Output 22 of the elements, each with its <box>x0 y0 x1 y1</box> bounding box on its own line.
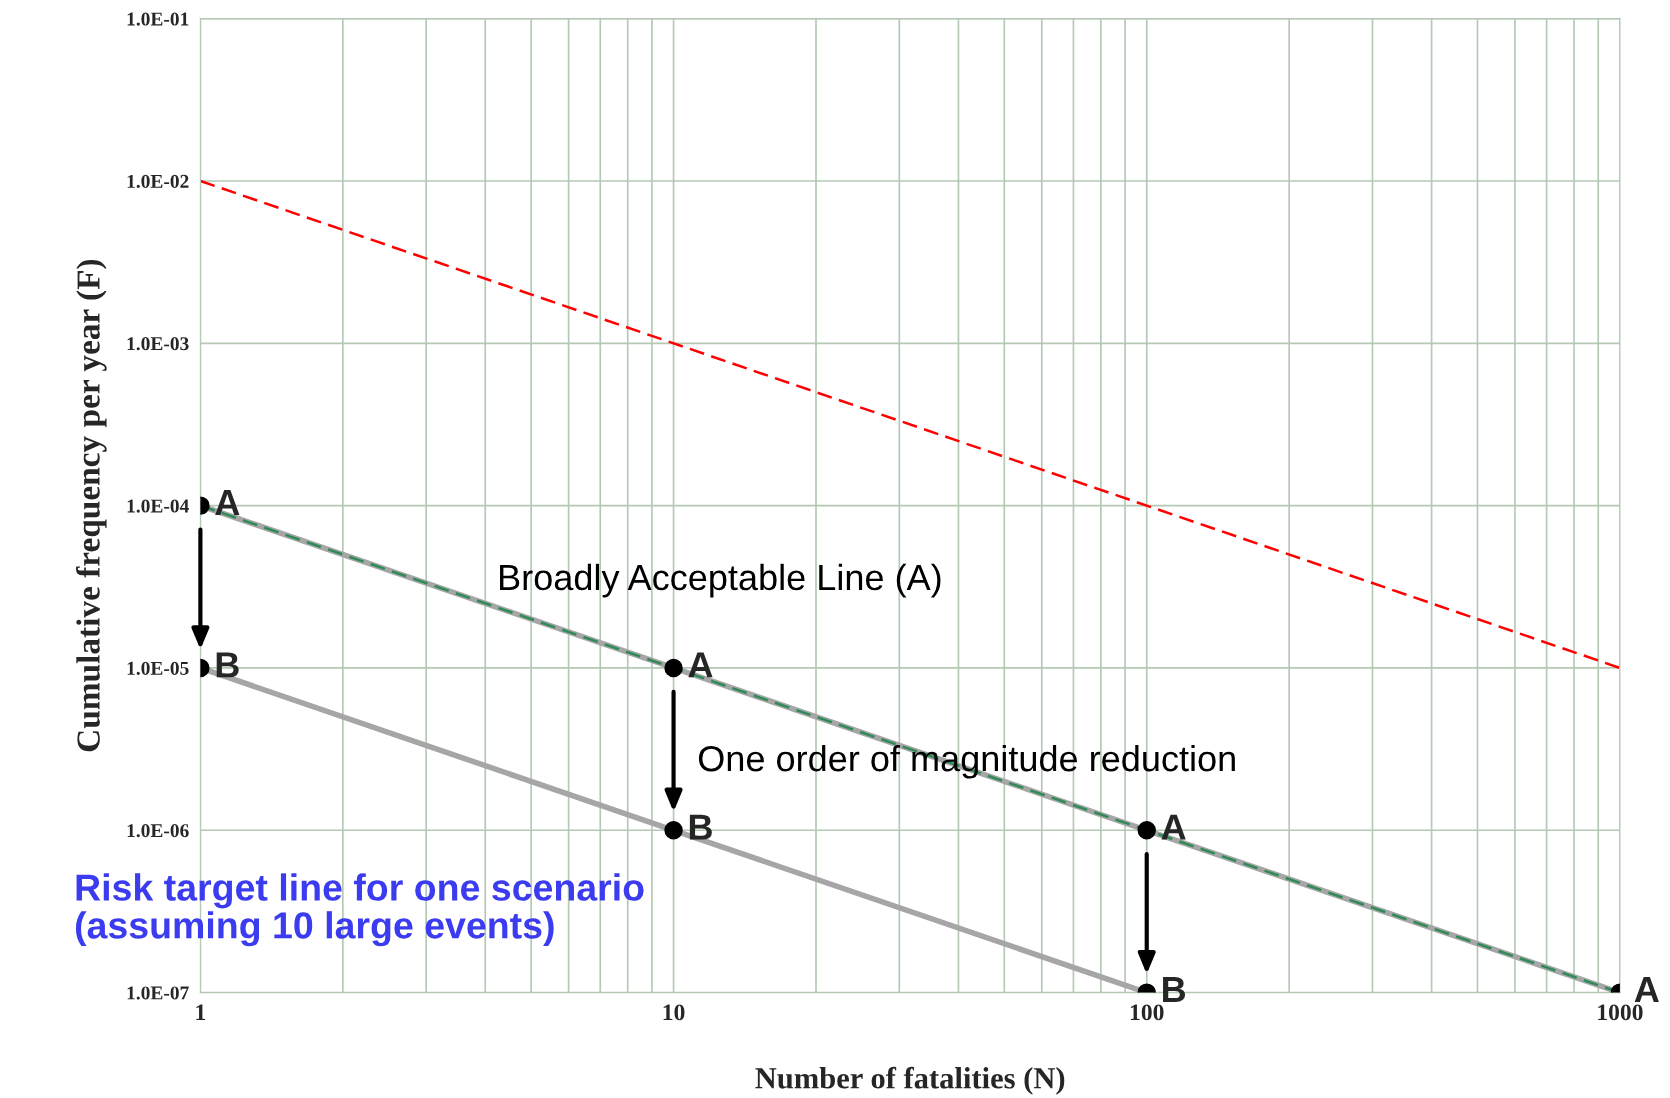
x-axis-title: Number of fatalities (N) <box>755 1066 1065 1095</box>
annotation: B <box>1163 977 1186 1002</box>
x-tick-label: 1000 <box>1598 1004 1643 1021</box>
y-tick-label: 1.0E-03 <box>127 337 189 351</box>
annotation: Broadly Acceptable Line (A) <box>500 563 941 598</box>
y-tick-label: 1.0E-02 <box>127 174 189 189</box>
y-axis-title: Cumulative frequency per year (F) <box>75 259 107 752</box>
annotation: Risk target line for one scenario (assuming 10 large events) <box>75 873 644 947</box>
y-tick-label: 1.0E-05 <box>127 661 189 675</box>
y-tick-label: 1.0E-06 <box>127 824 189 838</box>
y-tick-label: 1.0E-01 <box>127 12 189 26</box>
annotation: B <box>216 652 239 678</box>
y-tick-label: 1.0E-04 <box>127 499 189 513</box>
annotation: B <box>689 814 712 840</box>
x-tick-label: 10 <box>663 1004 685 1021</box>
annotation: A <box>1161 814 1186 840</box>
annotation: A <box>688 652 713 678</box>
x-tick-label: 1 <box>196 1004 206 1021</box>
annotation: A <box>1634 977 1659 1002</box>
y-tick-label: 1.0E-07 <box>127 986 189 1000</box>
annotation: A <box>215 490 240 515</box>
x-tick-label: 100 <box>1130 1004 1164 1021</box>
